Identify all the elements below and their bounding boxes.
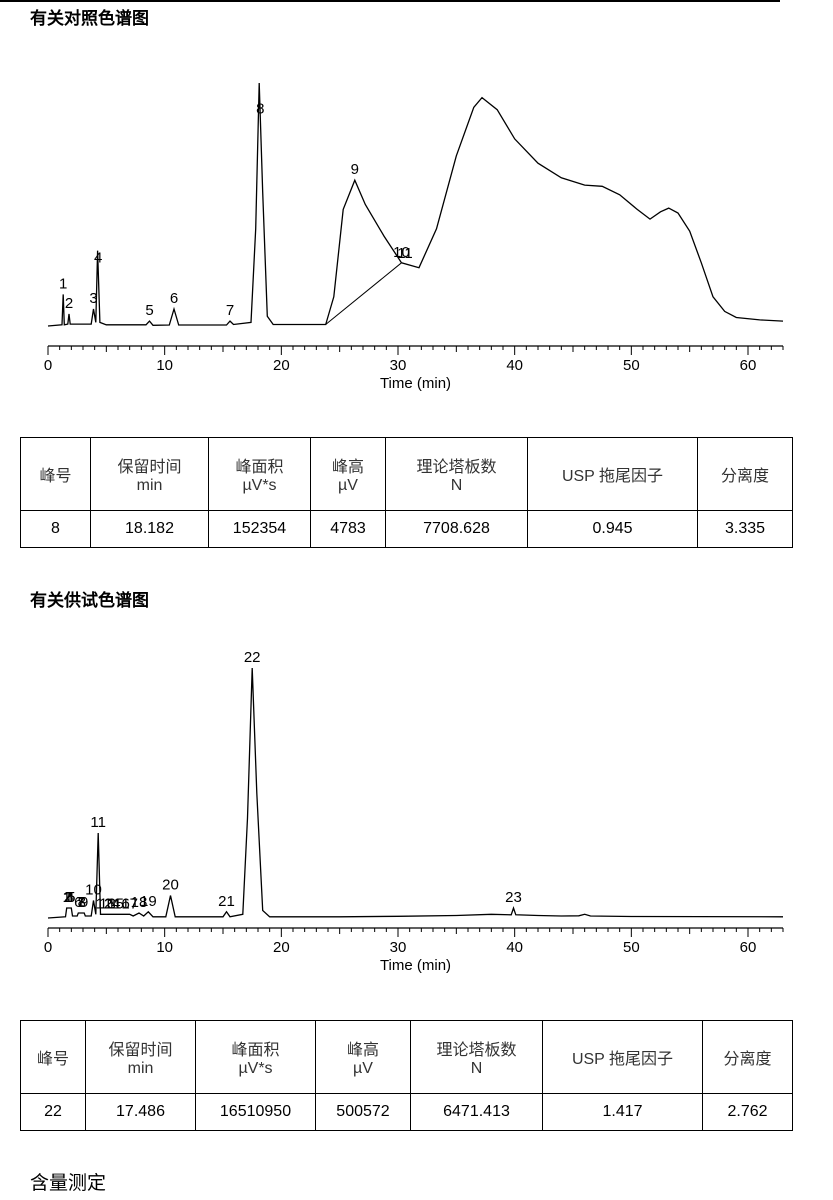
header-peak-no: 峰号 bbox=[20, 1020, 86, 1094]
x-tick-label: 40 bbox=[506, 357, 523, 374]
x-axis-label: Time (min) bbox=[380, 957, 451, 974]
table-row: 22 17.486 16510950 500572 6471.413 1.417… bbox=[20, 1093, 793, 1131]
header-retention-time: 保留时间 min bbox=[90, 437, 209, 511]
chromatogram-trace bbox=[47, 667, 784, 919]
chromatogram-trace bbox=[47, 82, 784, 327]
header-resolution: 分离度 bbox=[697, 437, 793, 511]
test-peak-table: 峰号 保留时间 min 峰面积 µV*s 峰高 µV 理论塔板数 N USP 拖尾因子 … bbox=[20, 1020, 793, 1131]
peak-label: 9 bbox=[80, 894, 88, 911]
cell-plate-count: 6471.413 bbox=[410, 1093, 543, 1131]
peak-label: 10 bbox=[393, 244, 410, 261]
test-chromatogram: 1 2 3 4 5 6 7 8 9 10 11 12 13 14 15 16 17 18 19 20 21 22 23 0 10… bbox=[0, 630, 833, 990]
x-tick-label: 30 bbox=[390, 939, 407, 956]
header-peak-height: 峰高 µV bbox=[315, 1020, 411, 1094]
cell-peak-height: 4783 bbox=[310, 510, 386, 548]
peak-label: 11 bbox=[90, 814, 106, 831]
x-tick-label: 10 bbox=[156, 357, 173, 374]
x-tick-label: 20 bbox=[273, 357, 290, 374]
cell-resolution: 2.762 bbox=[702, 1093, 793, 1131]
peak-label: 11 bbox=[397, 245, 413, 262]
table-row: 8 18.182 152354 4783 7708.628 0.945 3.33… bbox=[20, 510, 793, 548]
peak-label: 14 bbox=[104, 895, 121, 912]
peak-label: 15 bbox=[107, 895, 124, 912]
peak-label: 6 bbox=[170, 290, 178, 307]
test-chromatogram-title: 有关供试色谱图 bbox=[30, 591, 149, 611]
peak-label: 1 bbox=[62, 889, 70, 906]
peak-label: 19 bbox=[140, 893, 157, 910]
cell-peak-no: 22 bbox=[20, 1093, 86, 1131]
reference-chromatogram: 1 2 3 4 5 6 7 8 9 10 11 0 10 20 30 40 50 60 Time (min) bbox=[0, 40, 833, 410]
peak-label: 21 bbox=[218, 893, 235, 910]
x-tick-label: 20 bbox=[273, 939, 290, 956]
peak-label: 18 bbox=[131, 894, 148, 911]
peak-label: 3 bbox=[89, 290, 97, 307]
reference-peak-table: 峰号 保留时间 min 峰面积 µV*s 峰高 µV 理论塔板数 N USP 拖尾因子 … bbox=[20, 437, 793, 548]
table-header-row: 峰号 保留时间 min 峰面积 µV*s 峰高 µV 理论塔板数 N USP 拖尾因子 … bbox=[20, 437, 793, 511]
cell-resolution: 3.335 bbox=[697, 510, 793, 548]
x-tick-label: 50 bbox=[623, 357, 640, 374]
peak-label: 9 bbox=[351, 161, 359, 178]
peak-label: 4 bbox=[66, 889, 74, 906]
peak-label: 12 bbox=[96, 895, 113, 912]
reference-chromatogram-title: 有关对照色谱图 bbox=[30, 9, 149, 29]
x-tick-label: 30 bbox=[390, 357, 407, 374]
peak-label: 2 bbox=[64, 889, 72, 906]
cell-peak-area: 16510950 bbox=[195, 1093, 316, 1131]
header-usp-tailing: USP 拖尾因子 bbox=[527, 437, 698, 511]
peak-label: 7 bbox=[76, 894, 84, 911]
x-tick-label: 50 bbox=[623, 939, 640, 956]
peak-label: 22 bbox=[244, 649, 261, 666]
top-rule bbox=[0, 0, 780, 2]
integration-baseline bbox=[325, 262, 402, 325]
header-peak-area: 峰面积 µV*s bbox=[208, 437, 311, 511]
peak-label: 8 bbox=[78, 894, 86, 911]
header-plate-count: 理论塔板数 N bbox=[410, 1020, 543, 1094]
cell-peak-height: 500572 bbox=[315, 1093, 411, 1131]
peak-label: 4 bbox=[94, 250, 102, 267]
peak-label: 13 bbox=[99, 895, 116, 912]
cell-retention-time: 17.486 bbox=[85, 1093, 196, 1131]
header-peak-area: 峰面积 µV*s bbox=[195, 1020, 316, 1094]
x-tick-label: 0 bbox=[44, 357, 52, 374]
peak-label: 5 bbox=[145, 302, 153, 319]
x-tick-label: 10 bbox=[156, 939, 173, 956]
cell-retention-time: 18.182 bbox=[90, 510, 209, 548]
peak-label: 6 bbox=[74, 894, 82, 911]
peak-label: 5 bbox=[67, 889, 75, 906]
peak-label: 16 bbox=[113, 895, 130, 912]
peak-label: 1 bbox=[59, 275, 67, 292]
content-determination-title: 含量测定 bbox=[30, 1172, 107, 1194]
header-resolution: 分离度 bbox=[702, 1020, 793, 1094]
peak-label: 2 bbox=[65, 295, 73, 312]
header-usp-tailing: USP 拖尾因子 bbox=[542, 1020, 703, 1094]
header-retention-time: 保留时间 min bbox=[85, 1020, 196, 1094]
cell-peak-no: 8 bbox=[20, 510, 91, 548]
cell-usp-tailing: 0.945 bbox=[527, 510, 698, 548]
peak-label: 10 bbox=[85, 882, 102, 899]
x-axis-label: Time (min) bbox=[380, 375, 451, 392]
cell-plate-count: 7708.628 bbox=[385, 510, 528, 548]
peak-label: 20 bbox=[162, 877, 179, 894]
header-peak-no: 峰号 bbox=[20, 437, 91, 511]
peak-label: 23 bbox=[505, 889, 522, 906]
peak-label: 8 bbox=[256, 100, 264, 117]
x-tick-label: 0 bbox=[44, 939, 52, 956]
x-tick-label: 40 bbox=[506, 939, 523, 956]
x-tick-label: 60 bbox=[740, 357, 757, 374]
peak-label: 7 bbox=[226, 302, 234, 319]
header-peak-height: 峰高 µV bbox=[310, 437, 386, 511]
table-header-row: 峰号 保留时间 min 峰面积 µV*s 峰高 µV 理论塔板数 N USP 拖尾因子 … bbox=[20, 1020, 793, 1094]
header-plate-count: 理论塔板数 N bbox=[385, 437, 528, 511]
cell-usp-tailing: 1.417 bbox=[542, 1093, 703, 1131]
peak-label: 3 bbox=[65, 889, 73, 906]
x-tick-label: 60 bbox=[740, 939, 757, 956]
cell-peak-area: 152354 bbox=[208, 510, 311, 548]
peak-label: 17 bbox=[121, 895, 138, 912]
